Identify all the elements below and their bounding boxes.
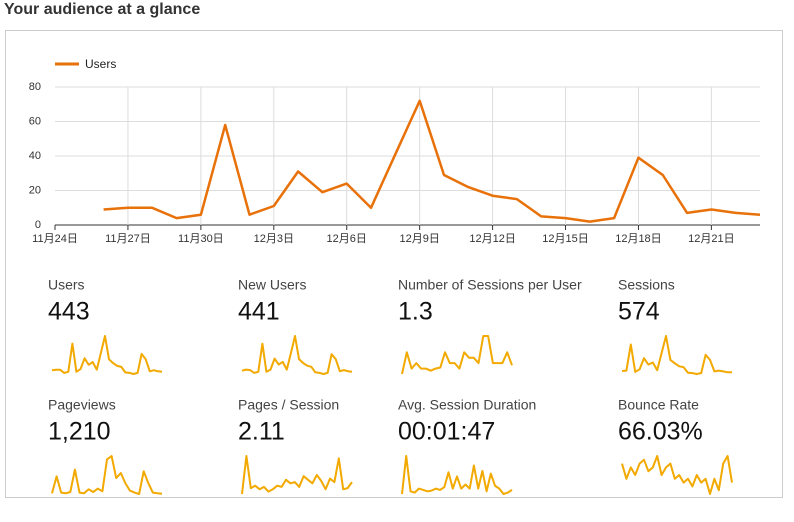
metric-value: 574 [618,298,660,326]
metric-value: 441 [238,298,280,326]
sparkline [51,335,163,375]
sparkline [51,455,163,495]
metric-value: 443 [48,298,90,326]
sparkline [401,335,513,375]
metric-value: 66.03% [618,418,703,446]
x-tick-label: 12月6日 [327,233,367,245]
sparkline [241,455,353,495]
x-tick-label: 12月9日 [399,233,439,245]
sparkline [401,455,513,495]
metric-value: 1,210 [48,418,111,446]
panel [5,30,783,498]
metric-value: 00:01:47 [398,418,495,446]
y-tick-label: 20 [29,184,41,196]
legend-label: Users [85,57,116,71]
x-tick-label: 12月3日 [254,233,294,245]
metric-label: Users [48,277,85,293]
x-tick-label: 11月27日 [105,233,151,245]
y-tick-label: 0 [35,219,41,231]
series-line [103,99,761,223]
x-tick-label: 12月12日 [469,233,515,245]
y-tick-label: 60 [29,115,41,127]
metric-label: Avg. Session Duration [398,397,536,413]
metric-label: Number of Sessions per User [398,277,582,293]
sparkline [621,455,733,495]
section-title: Your audience at a glance [4,1,200,18]
x-tick-label: 11月24日 [32,233,78,245]
metric-value: 2.11 [238,418,285,446]
y-tick-label: 40 [29,150,41,162]
metric-value: 1.3 [398,298,433,326]
metric-label: Pageviews [48,397,116,413]
x-tick-label: 11月30日 [178,233,224,245]
metric-label: New Users [238,277,306,293]
sparkline [621,335,732,375]
x-tick-label: 12月15日 [542,233,588,245]
x-tick-label: 12月21日 [688,233,734,245]
metric-label: Sessions [618,277,675,293]
metric-label: Pages / Session [238,397,339,413]
metric-label: Bounce Rate [618,397,699,413]
x-tick-label: 12月18日 [615,233,661,245]
y-tick-label: 80 [29,81,41,93]
sparkline [241,335,353,375]
